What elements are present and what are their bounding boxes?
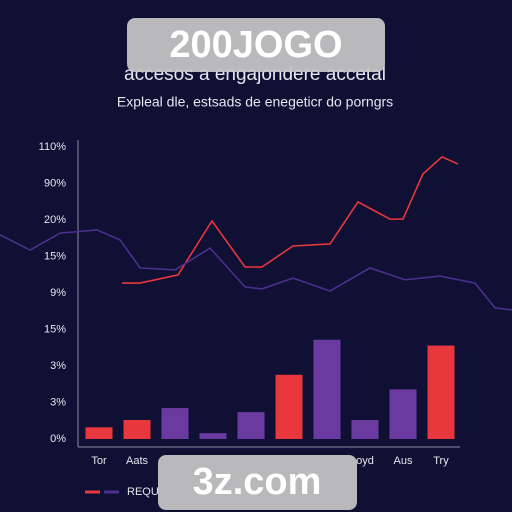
y-tick-label: 0%: [50, 433, 66, 445]
line: [122, 155, 459, 284]
x-tick-label: Tor: [91, 455, 107, 467]
bar: [123, 420, 151, 439]
x-tick-label: Aus: [394, 455, 413, 467]
y-tick-label: 3%: [50, 396, 66, 408]
bar: [275, 374, 303, 439]
bar: [237, 412, 265, 439]
x-tick-label: Aats: [126, 455, 149, 467]
y-tick-label: 110%: [39, 141, 67, 153]
plot: 0% 3% 3% 15% 9% 15% 20% 90% 110% Tor Aats oyd Aus Try…: [0, 141, 512, 498]
y-tick-label: 20%: [44, 214, 66, 226]
x-tick-label: Try: [433, 455, 449, 467]
bar: [161, 408, 189, 439]
bar: [389, 389, 417, 439]
overlay: 200JOGO 3z.com: [127, 18, 385, 510]
y-tick-label: 90%: [44, 177, 66, 189]
bar: [199, 433, 227, 439]
bar: [313, 339, 341, 439]
chart-subtitle: Expleal dle, estsads de enegeticr do por…: [117, 94, 393, 110]
bar: [427, 345, 455, 439]
line: [0, 229, 512, 311]
x-tick-label: oyd: [356, 455, 374, 467]
y-tick-label: 15%: [44, 250, 66, 262]
bar: [85, 427, 113, 439]
watermark-box: [158, 455, 357, 510]
watermark: 200JOGO: [169, 24, 342, 66]
watermark: 3z.com: [193, 461, 322, 503]
bar: [351, 420, 379, 439]
y-tick-label: 9%: [50, 287, 66, 299]
y-tick-label: 3%: [50, 360, 66, 372]
watermark-box: [127, 18, 385, 72]
legend-label: REQU: [127, 486, 159, 498]
y-tick-label: 15%: [44, 323, 66, 335]
